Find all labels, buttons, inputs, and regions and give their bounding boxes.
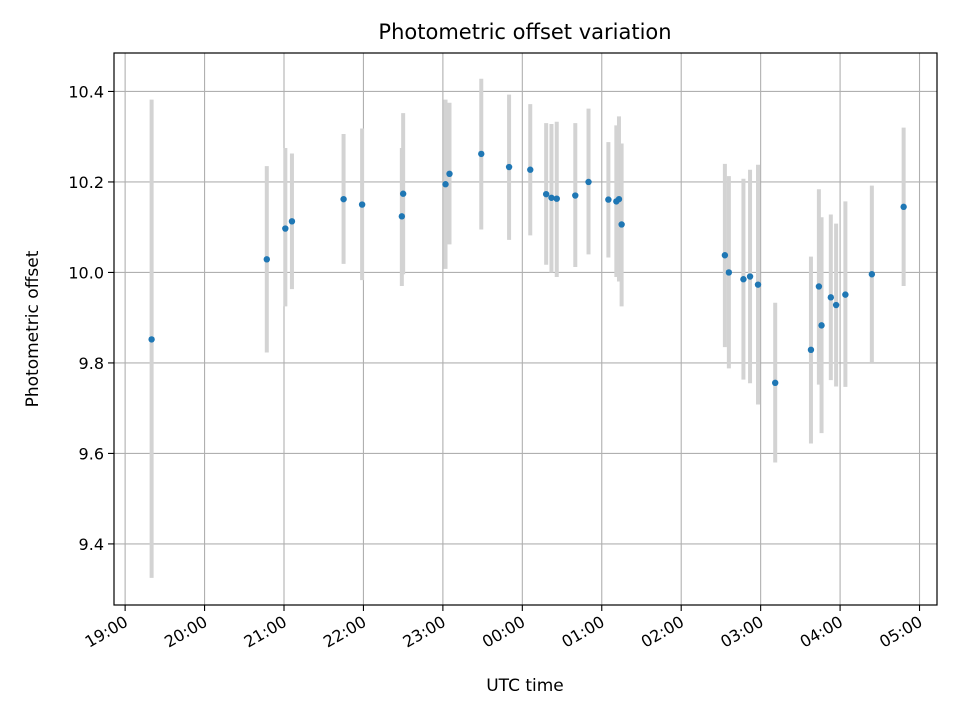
data-point	[358, 201, 366, 208]
x-axis-label: UTC time	[486, 676, 564, 696]
data-points	[148, 150, 907, 387]
data-point	[398, 213, 406, 220]
data-point	[399, 190, 407, 197]
data-point	[340, 195, 347, 203]
data-point	[900, 203, 907, 211]
data-point	[282, 225, 289, 232]
data-point	[842, 291, 849, 298]
data-point	[505, 163, 513, 171]
grid	[114, 53, 937, 605]
data-point	[572, 192, 579, 199]
data-point	[148, 336, 155, 343]
data-point	[542, 190, 550, 198]
data-point	[618, 221, 625, 228]
data-point	[754, 281, 762, 288]
data-point	[772, 379, 779, 387]
chart-title: Photometric offset variation	[378, 20, 671, 44]
data-point	[478, 150, 485, 158]
data-point	[446, 170, 453, 178]
data-point	[740, 276, 747, 283]
data-point	[818, 322, 825, 329]
data-point	[827, 294, 835, 301]
data-point	[263, 256, 270, 263]
data-point	[605, 196, 612, 203]
data-point	[807, 346, 815, 354]
y-axis-label: Photometric offset	[23, 250, 43, 407]
data-point	[585, 178, 592, 186]
data-point	[815, 283, 823, 290]
y-tick-label: 10.4	[68, 82, 104, 101]
y-tick-label: 9.6	[79, 444, 104, 463]
data-point	[548, 194, 555, 201]
y-tick-label: 10.2	[68, 173, 104, 192]
plot-frame	[113, 52, 938, 606]
data-point	[725, 269, 733, 276]
data-point	[721, 252, 729, 259]
data-point	[527, 166, 534, 173]
data-point	[288, 218, 296, 225]
y-axis-ticks: 9.4 9.6 9.8 10.0 10.2 10.4	[68, 82, 114, 554]
data-point	[832, 301, 840, 309]
y-tick-label: 10.0	[68, 263, 104, 282]
data-point	[746, 273, 754, 280]
y-tick-label: 9.4	[79, 535, 104, 554]
data-point	[868, 271, 876, 278]
data-point	[553, 195, 560, 202]
data-point	[615, 195, 623, 203]
data-point	[442, 181, 449, 188]
y-tick-label: 9.8	[79, 354, 104, 373]
